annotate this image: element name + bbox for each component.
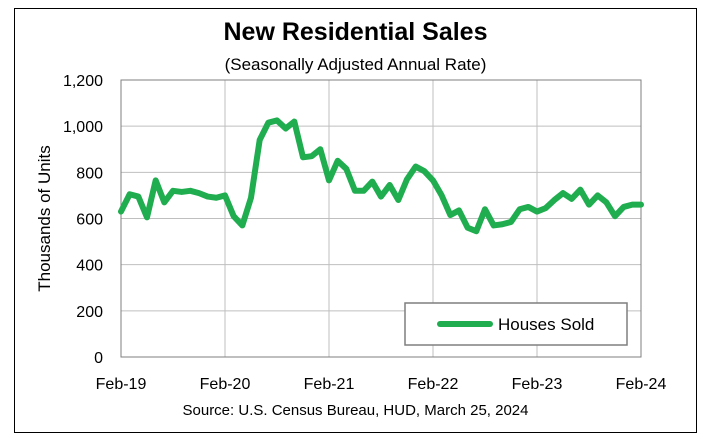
y-axis: 0 200 400 600 800 1,000 1,200 [63, 73, 103, 367]
x-tick-label: Feb-20 [200, 376, 251, 393]
legend-label-houses-sold: Houses Sold [498, 315, 594, 334]
chart-frame [14, 8, 697, 433]
y-tick-label: 400 [76, 258, 103, 275]
y-axis-label: Thousands of Units [35, 145, 54, 291]
x-tick-label: Feb-24 [616, 376, 667, 393]
y-tick-label: 600 [76, 212, 103, 229]
y-tick-label: 1,200 [63, 73, 103, 90]
series-line-houses-sold [118, 117, 644, 235]
x-tick-label: Feb-21 [304, 376, 355, 393]
chart-title: New Residential Sales [223, 18, 488, 46]
chart-subtitle: (Seasonally Adjusted Annual Rate) [224, 55, 487, 74]
x-tick-label: Feb-22 [408, 376, 459, 393]
y-tick-label: 800 [76, 165, 103, 182]
plot-area [120, 79, 642, 358]
legend: Houses Sold [404, 302, 628, 346]
x-axis: Feb-19 Feb-20 Feb-21 Feb-22 Feb-23 Feb-24 [96, 376, 667, 393]
y-tick-label: 200 [76, 304, 103, 321]
x-tick-label: Feb-23 [512, 376, 563, 393]
y-tick-label: 1,000 [63, 119, 103, 136]
x-tick-label: Feb-19 [96, 376, 147, 393]
y-tick-label: 0 [94, 350, 103, 367]
chart-source: Source: U.S. Census Bureau, HUD, March 2… [182, 402, 529, 419]
